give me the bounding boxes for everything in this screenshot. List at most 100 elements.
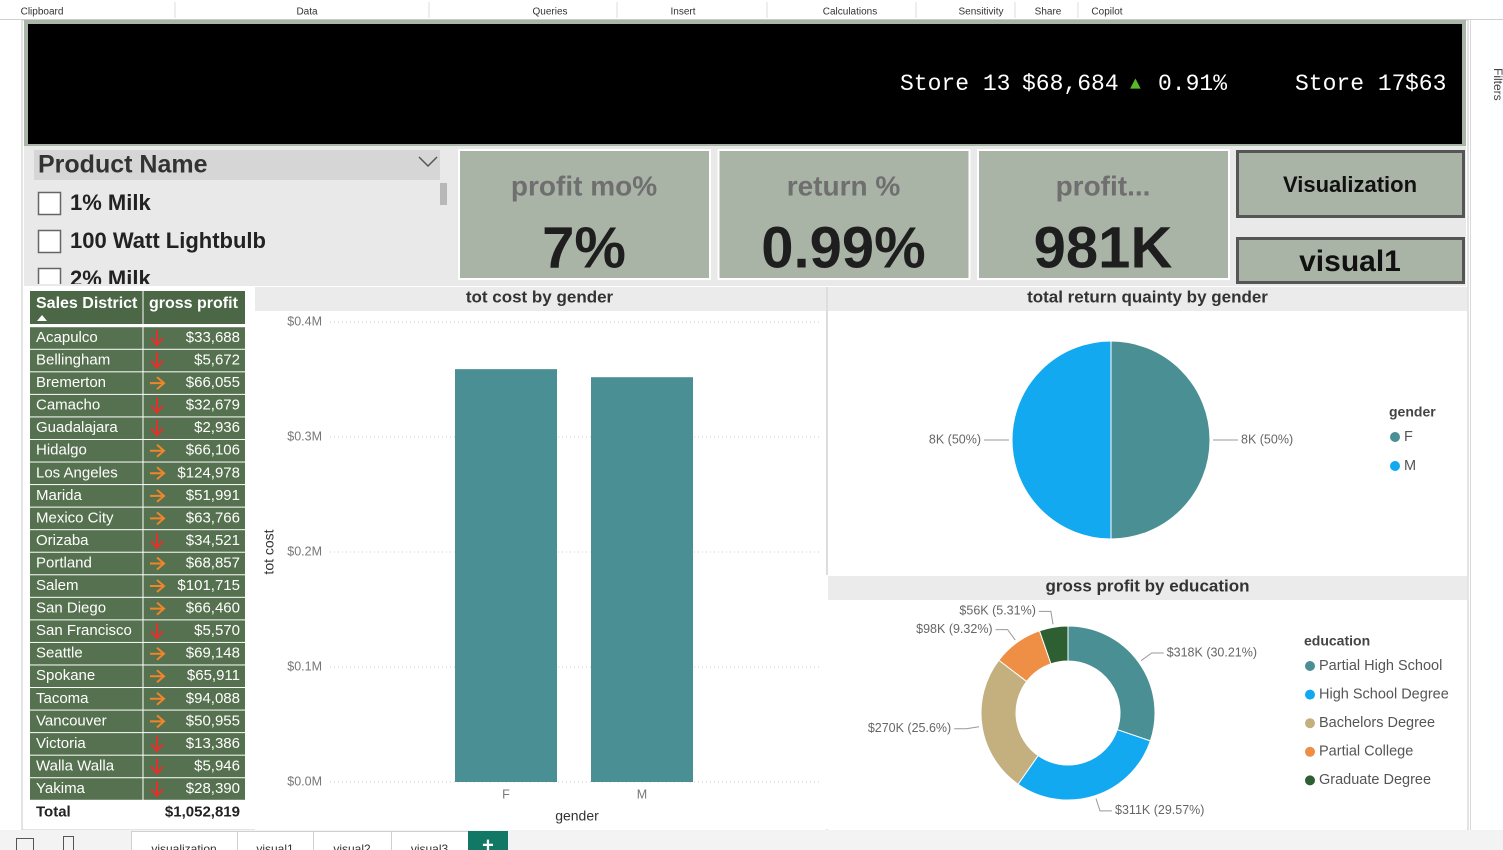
slice[interactable] [1038,625,1069,665]
legend-entry[interactable]: Graduate Degree [1319,772,1431,788]
slice[interactable] [1110,340,1211,540]
legend-marker[interactable] [1390,461,1400,471]
slicer-checkbox[interactable] [37,267,62,291]
legend-entry[interactable]: Partial College [1319,744,1413,760]
nav-button[interactable] [1236,150,1465,218]
table-row [30,620,245,642]
visual-title: tot cost by gender [466,287,614,306]
nav-button-label[interactable]: Visualization [1283,172,1417,197]
table-row [30,575,245,597]
legend-marker[interactable] [1390,432,1400,442]
slicer: Product Name 1% Milk 100 Watt Lightbulb 2% … [34,150,447,291]
table-header-cell[interactable]: Sales District [36,295,138,312]
legend-marker[interactable] [1305,689,1315,700]
legend-entry[interactable]: High School Degree [1319,686,1449,702]
legend-entry[interactable]: M [1404,458,1416,474]
slicer-item[interactable]: 1% Milk [70,190,151,215]
profit-cell: $50,955 [186,712,240,729]
slicer-checkbox[interactable] [37,191,62,216]
visual-title-bar [828,287,1467,311]
district-cell: Tacoma [36,690,89,707]
visual-title-bar [255,287,826,311]
filters-label[interactable]: Filters [1491,68,1503,101]
nav-button-label[interactable]: visual1 [1299,245,1401,278]
profit-cell: $124,978 [177,464,240,481]
trend-icon [150,579,166,593]
data-label: 8K (50%) [929,432,981,446]
table-header-cell[interactable]: gross profit [149,295,239,312]
slice[interactable] [980,659,1039,785]
legend-marker[interactable] [1305,746,1315,757]
legend-title: education [1304,633,1370,649]
district-cell: Bremerton [36,374,106,391]
table-row [30,530,245,552]
kpi-value: 981K [1034,215,1173,280]
legend-entry[interactable]: Partial High School [1319,658,1442,674]
table-row [30,642,245,665]
district-cell: Portland [36,554,92,571]
trend-icon [150,466,166,481]
bar[interactable] [455,369,557,782]
ticker [28,24,1462,144]
page-tab-label[interactable]: visual2 [333,842,371,850]
table-row [30,665,245,688]
page-tab-label[interactable]: visual3 [411,842,449,850]
data-label: $318K (30.21%) [1167,645,1257,659]
page-icon [16,838,34,850]
slicer-item[interactable]: 100 Watt Lightbulb [70,228,266,253]
visual-title: total return quainty by gender [1027,287,1268,306]
sort-indicator [37,315,47,321]
table-row [30,327,245,349]
district-cell: Camacho [36,397,100,414]
page-tab-label[interactable]: visualization [151,842,216,850]
slicer-item[interactable]: 2% Milk [70,266,151,291]
ribbon-label[interactable]: Data [296,7,318,18]
slicer-checkbox[interactable] [37,229,62,254]
legend-entry[interactable]: Bachelors Degree [1319,715,1435,731]
table-row [30,372,245,394]
trend-icon [150,601,166,616]
district-cell: Walla Walla [36,757,115,774]
district-cell: Marida [36,487,83,504]
legend-marker[interactable] [1305,775,1315,786]
district-cell: Seattle [36,645,83,662]
table-row [30,778,245,800]
trend-icon [150,376,166,390]
add-tab-button[interactable] [468,831,508,850]
slice[interactable] [1011,340,1112,540]
data-label: $270K (25.6%) [868,721,951,735]
legend-marker[interactable] [1305,661,1315,671]
ticker-store: Store 17 [1295,71,1405,97]
trend-icon [150,669,166,684]
y-tick-label: $0.0M [287,774,322,788]
ribbon-label[interactable]: Calculations [823,7,877,18]
ribbon-label[interactable]: Insert [670,7,695,18]
kpi-card [458,149,711,280]
profit-cell: $66,055 [186,374,240,391]
table-total: $1,052,819 [165,804,240,821]
trend-icon [150,532,164,550]
nav-button[interactable] [1236,237,1465,284]
legend-marker[interactable] [1305,718,1315,729]
add-tab-label[interactable]: + [482,834,494,850]
slicer-dropdown[interactable] [418,156,438,168]
ticker-amount: $63 [1405,71,1446,97]
ribbon-label[interactable]: Share [1035,7,1062,18]
y-tick-label: $0.1M [287,659,322,673]
table-row [30,597,245,620]
slice[interactable] [1067,625,1156,742]
ribbon-label[interactable]: Copilot [1091,7,1122,18]
profit-cell: $33,688 [186,329,240,346]
district-cell: Spokane [36,667,95,684]
legend-entry[interactable]: F [1404,429,1413,445]
kpi-value: 0.99% [761,215,925,280]
bar[interactable] [591,377,693,782]
ribbon-label[interactable]: Queries [532,7,567,18]
ribbon-label[interactable]: Sensitivity [958,7,1003,18]
district-cell: San Diego [36,600,106,617]
data-label: $56K (5.31%) [959,604,1035,618]
page-tab-label[interactable]: visual1 [256,842,294,850]
district-cell: San Francisco [36,622,132,639]
ribbon-label[interactable]: Clipboard [21,7,64,18]
